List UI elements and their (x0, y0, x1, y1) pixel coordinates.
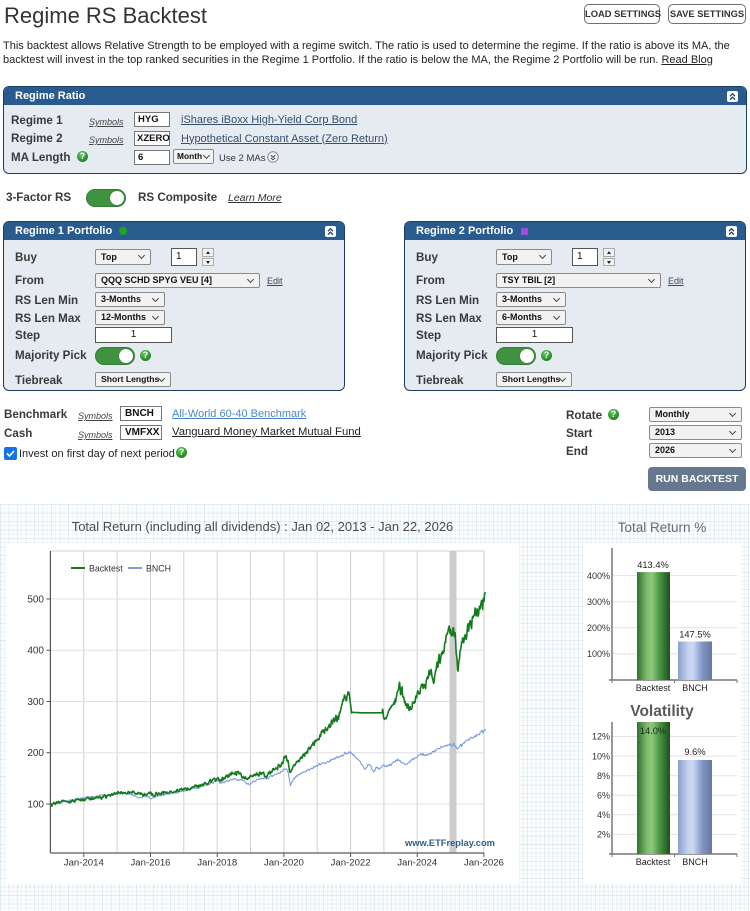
svg-text:413.4%: 413.4% (637, 560, 669, 570)
svg-text:www.ETFreplay.com: www.ETFreplay.com (404, 838, 495, 848)
svg-text:300: 300 (27, 697, 44, 708)
svg-text:6%: 6% (597, 791, 610, 801)
svg-text:10%: 10% (592, 751, 610, 761)
svg-text:Jan-2020: Jan-2020 (264, 858, 304, 869)
svg-text:14.0%: 14.0% (640, 726, 666, 736)
svg-text:Backtest: Backtest (636, 857, 671, 867)
svg-text:Jan-2026: Jan-2026 (464, 858, 504, 869)
svg-text:12%: 12% (592, 732, 610, 742)
svg-text:Jan-2018: Jan-2018 (197, 858, 237, 869)
svg-text:500: 500 (27, 594, 44, 605)
svg-text:BNCH: BNCH (146, 563, 171, 573)
svg-text:200%: 200% (587, 623, 610, 633)
svg-text:100%: 100% (587, 649, 610, 659)
svg-text:8%: 8% (597, 771, 610, 781)
svg-text:2%: 2% (597, 830, 610, 840)
svg-text:147.5%: 147.5% (679, 630, 711, 640)
svg-text:Backtest: Backtest (636, 683, 671, 693)
svg-text:400: 400 (27, 646, 44, 657)
svg-text:BNCH: BNCH (682, 857, 708, 867)
svg-text:Jan-2016: Jan-2016 (130, 858, 170, 869)
svg-text:Backtest: Backtest (89, 563, 123, 573)
svg-text:BNCH: BNCH (682, 683, 708, 693)
svg-text:300%: 300% (587, 597, 610, 607)
svg-text:Jan-2014: Jan-2014 (64, 858, 105, 869)
svg-text:Jan-2022: Jan-2022 (331, 858, 371, 869)
svg-text:4%: 4% (597, 810, 610, 820)
svg-text:9.6%: 9.6% (684, 747, 705, 757)
svg-text:100: 100 (27, 799, 44, 810)
svg-text:400%: 400% (587, 571, 610, 581)
svg-text:Jan-2024: Jan-2024 (397, 858, 438, 869)
svg-text:200: 200 (27, 748, 44, 759)
svg-text:Volatility: Volatility (630, 703, 694, 720)
